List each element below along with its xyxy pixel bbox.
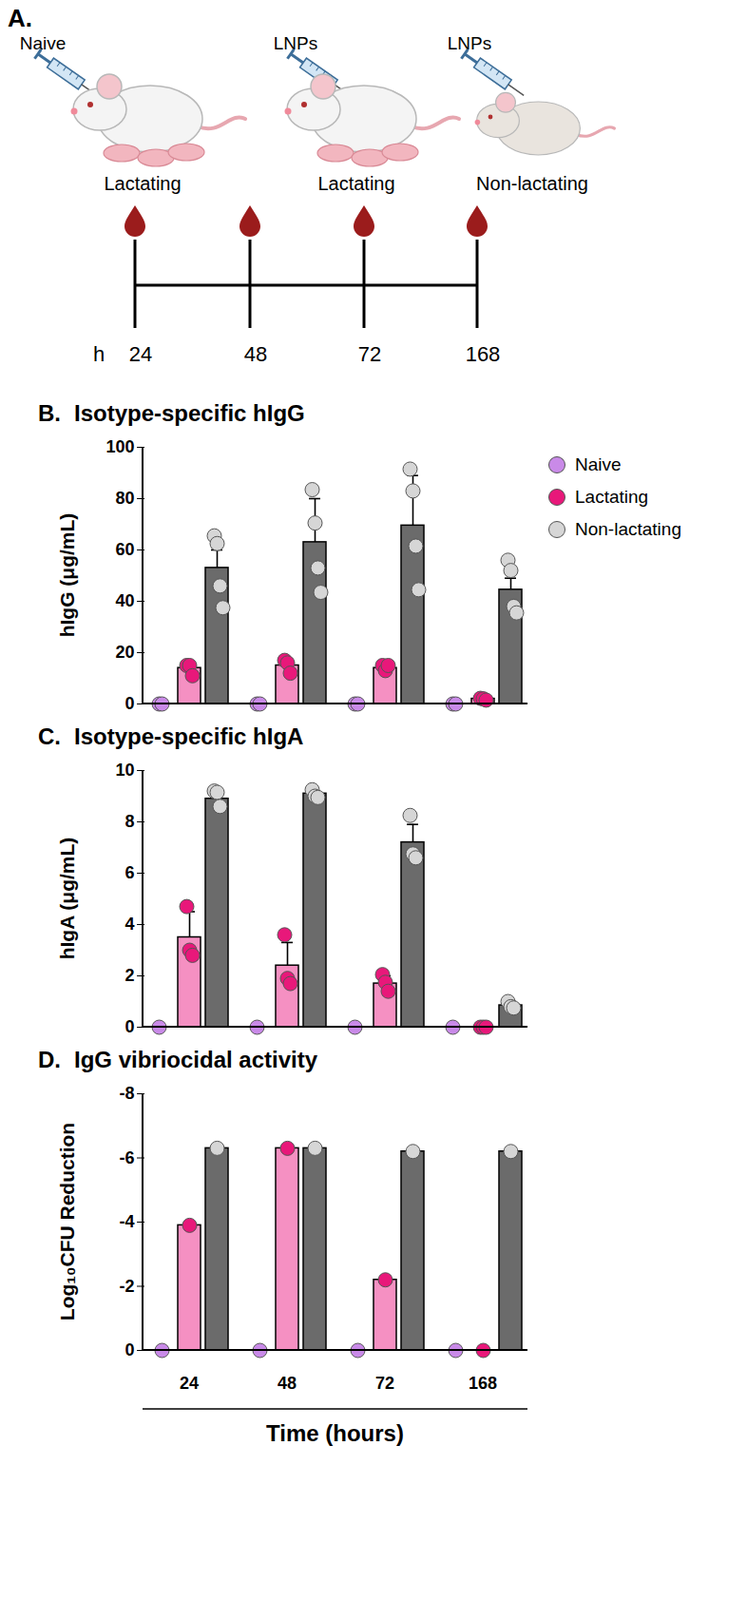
svg-text:48: 48 — [244, 342, 268, 366]
svg-text:Lactating: Lactating — [317, 172, 395, 194]
svg-text:24: 24 — [179, 1373, 199, 1393]
svg-text:6: 6 — [124, 862, 135, 882]
html-text:Non-lactating: Non-lactating — [574, 518, 682, 539]
svg-text:0: 0 — [124, 1340, 135, 1360]
svg-text:48: 48 — [277, 1373, 297, 1393]
html-text:Isotype-specific hIgA: Isotype-specific hIgA — [74, 723, 304, 749]
svg-text:hIgA (μg/mL): hIgA (μg/mL) — [56, 837, 78, 960]
svg-text:LNPs: LNPs — [273, 33, 318, 54]
html-text:C.: C. — [38, 723, 61, 749]
svg-text:20: 20 — [114, 642, 135, 662]
svg-text:-8: -8 — [118, 1083, 135, 1103]
svg-text:hIgG (μg/mL): hIgG (μg/mL) — [56, 513, 78, 638]
svg-text:Time (hours): Time (hours) — [266, 1419, 404, 1446]
svg-text:Log₁₀CFU Reduction: Log₁₀CFU Reduction — [56, 1122, 78, 1321]
svg-text:Non-lactating: Non-lactating — [476, 172, 589, 194]
html-text:Lactating: Lactating — [574, 486, 649, 507]
svg-text:0: 0 — [124, 693, 135, 713]
svg-text:168: 168 — [468, 1373, 498, 1393]
svg-text:h: h — [93, 342, 105, 366]
svg-text:0: 0 — [124, 1016, 135, 1036]
svg-text:-4: -4 — [118, 1211, 135, 1231]
html-text:IgG vibriocidal activity: IgG vibriocidal activity — [74, 1046, 318, 1073]
html-text:Isotype-specific hIgG: Isotype-specific hIgG — [74, 400, 305, 426]
svg-text:-2: -2 — [118, 1276, 135, 1296]
svg-text:Lactating: Lactating — [103, 172, 181, 194]
svg-text:-6: -6 — [118, 1148, 135, 1168]
svg-text:100: 100 — [105, 437, 135, 457]
html-text:Naive: Naive — [574, 454, 622, 475]
svg-text:72: 72 — [375, 1373, 395, 1393]
html-text:B.: B. — [38, 400, 61, 426]
svg-text:LNPs: LNPs — [447, 33, 492, 54]
html-text:D.: D. — [38, 1046, 61, 1073]
svg-text:40: 40 — [114, 591, 135, 611]
svg-text:2: 2 — [124, 965, 135, 985]
svg-text:168: 168 — [465, 342, 501, 366]
svg-text:10: 10 — [114, 760, 135, 780]
svg-text:80: 80 — [114, 488, 135, 508]
svg-text:60: 60 — [114, 539, 135, 559]
svg-text:72: 72 — [358, 342, 382, 366]
svg-text:8: 8 — [124, 811, 135, 831]
svg-text:24: 24 — [129, 342, 153, 366]
svg-text:4: 4 — [124, 914, 135, 934]
svg-text:Naive: Naive — [19, 33, 67, 54]
svg-text:A.: A. — [7, 3, 33, 33]
